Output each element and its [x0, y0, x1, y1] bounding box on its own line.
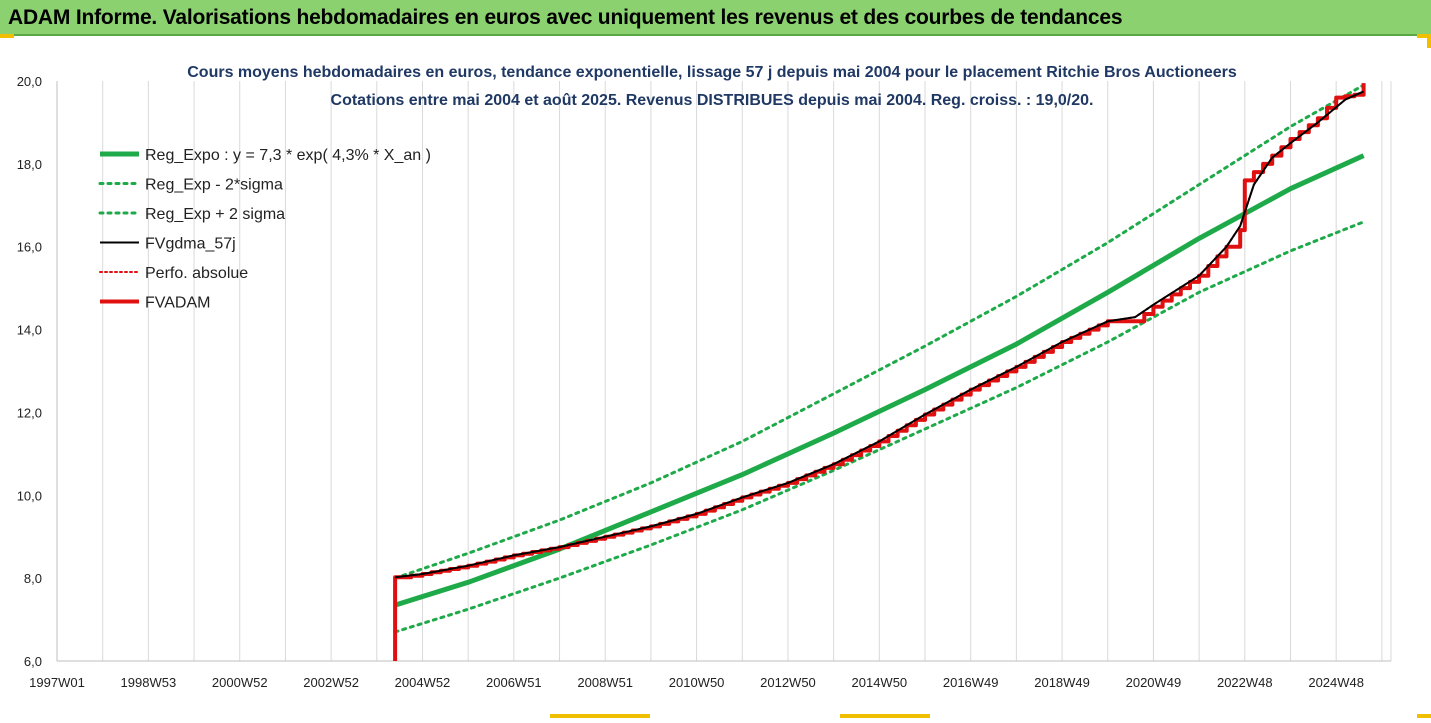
vertical-gridlines	[56, 81, 1392, 661]
report-title: ADAM Informe. Valorisations hebdomadaire…	[8, 6, 1123, 29]
x-tick-label: 2006W51	[486, 675, 542, 690]
x-tick-label: 2016W49	[943, 675, 999, 690]
x-tick-label: 2012W50	[760, 675, 816, 690]
y-tick-label: 12,0	[17, 405, 42, 420]
legend-label: Reg_Expo : y = 7,3 * exp( 4,3% * X_an )	[145, 147, 431, 164]
x-tick-label: 1997W01	[29, 675, 85, 690]
report-banner: ADAM Informe. Valorisations hebdomadaire…	[0, 0, 1431, 36]
x-tick-label: 2004W52	[395, 675, 451, 690]
weekly-valuation-chart: 6,0 8,0 10,0 12,0 14,0 16,0 18,0 20,0 1997W01 199…	[17, 64, 1392, 690]
legend-label: FVADAM	[145, 295, 210, 312]
x-tick-label: 2014W50	[852, 675, 908, 690]
series-line-0	[394, 153, 1365, 608]
x-tick-label: 1998W53	[121, 675, 177, 690]
y-tick-label: 14,0	[17, 323, 42, 338]
series-line-1	[393, 220, 1366, 634]
x-tick-label: 2020W49	[1126, 675, 1182, 690]
legend-label: FVgdma_57j	[145, 236, 236, 253]
chart-series	[393, 83, 1366, 661]
y-tick-label: 18,0	[17, 157, 42, 172]
x-tick-label: 2018W49	[1034, 675, 1090, 690]
legend-label: Reg_Exp - 2*sigma	[145, 177, 283, 194]
y-tick-label: 6,0	[24, 654, 42, 669]
chart-title: Cours moyens hebdomadaires en euros, ten…	[187, 64, 1237, 81]
x-tick-label: 2024W48	[1308, 675, 1364, 690]
x-tick-label: 2002W52	[303, 675, 359, 690]
axes: 6,0 8,0 10,0 12,0 14,0 16,0 18,0 20,0 1997W01 199…	[17, 74, 1391, 690]
y-tick-label: 8,0	[24, 571, 42, 586]
chart-area: 6,0 8,0 10,0 12,0 14,0 16,0 18,0 20,0 1997W01 199…	[0, 36, 1431, 718]
legend-label: Perfo. absolue	[145, 265, 248, 282]
series-line-2	[393, 83, 1366, 580]
x-tick-label: 2022W48	[1217, 675, 1273, 690]
x-tick-label: 2000W52	[212, 675, 268, 690]
legend-label: Reg_Exp + 2 sigma	[145, 206, 285, 223]
x-tick-label: 2010W50	[669, 675, 725, 690]
x-tick-label: 2008W51	[577, 675, 633, 690]
y-tick-label: 20,0	[17, 74, 42, 89]
y-tick-label: 10,0	[17, 488, 42, 503]
chart-subtitle: Cotations entre mai 2004 et août 2025. R…	[331, 92, 1094, 109]
y-tick-label: 16,0	[17, 240, 42, 255]
chart-legend: Reg_Expo : y = 7,3 * exp( 4,3% * X_an ) R…	[98, 147, 431, 312]
series-line-3	[394, 90, 1365, 579]
